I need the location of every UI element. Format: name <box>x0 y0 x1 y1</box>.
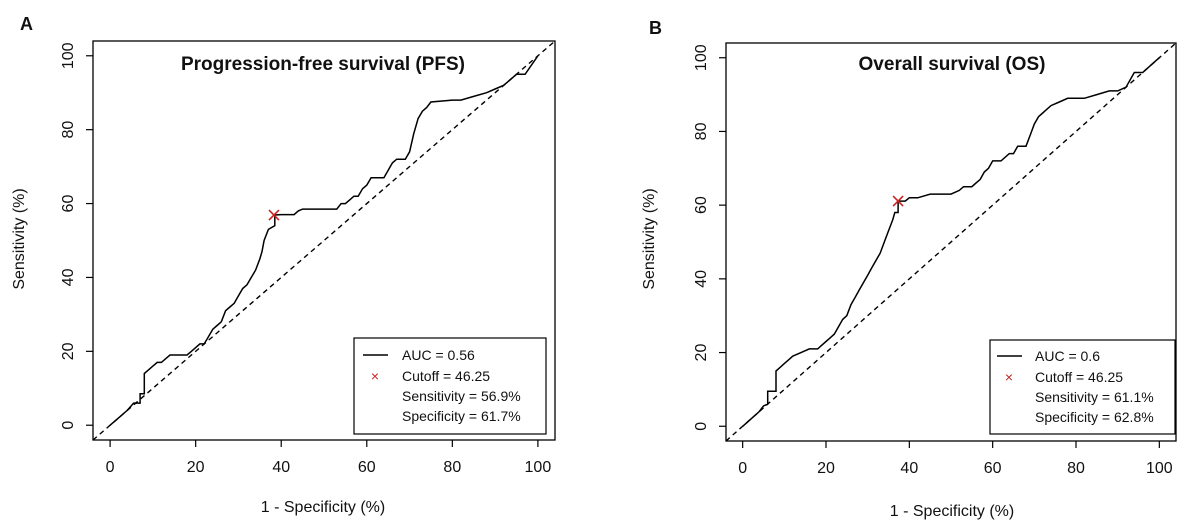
x-tick-label: 0 <box>106 459 115 476</box>
roc-chart-b: B 0 20 40 60 80 100 0 20 40 60 80 100 Overall surv… <box>641 18 1177 520</box>
y-tick-label: 40 <box>693 270 710 288</box>
y-tick-label: 60 <box>60 195 77 213</box>
chart-title: Overall survival (OS) <box>859 54 1046 75</box>
roc-curve-line <box>109 55 539 426</box>
legend-specificity-label: Specificity = 62.8% <box>1035 409 1154 425</box>
x-axis-label: 1 - Specificity (%) <box>261 499 385 516</box>
y-tick-label: 80 <box>60 121 77 139</box>
panel-letter: A <box>20 14 33 34</box>
legend-auc-label: AUC = 0.6 <box>1035 348 1100 364</box>
roc-chart-a: A 0 20 40 60 80 100 0 20 40 60 80 100 Progression-… <box>11 14 556 516</box>
cutoff-marker-stroke <box>892 195 904 207</box>
y-tick-label: 100 <box>60 42 77 69</box>
x-tick-label: 40 <box>272 459 290 476</box>
y-tick-label: 40 <box>60 268 77 286</box>
legend: AUC = 0.56 × Cutoff = 46.25 Sensitivity … <box>353 337 547 435</box>
legend-cutoff-label: Cutoff = 46.25 <box>1035 369 1123 385</box>
y-axis-label: Sensitivity (%) <box>641 188 658 289</box>
roc-curve-line <box>742 57 1160 427</box>
legend-cutoff-marker: × <box>371 368 379 384</box>
legend-cutoff-label: Cutoff = 46.25 <box>402 368 490 384</box>
legend-sensitivity-label: Sensitivity = 61.1% <box>1035 389 1154 405</box>
x-tick-label: 20 <box>187 459 205 476</box>
cutoff-marker <box>268 209 280 221</box>
x-axis-label: 1 - Specificity (%) <box>890 503 1014 520</box>
legend-sensitivity-label: Sensitivity = 56.9% <box>402 388 521 404</box>
y-tick-label: 20 <box>60 342 77 360</box>
y-tick-label: 80 <box>693 122 710 140</box>
x-tick-label: 60 <box>358 459 376 476</box>
x-tick-label: 100 <box>1146 460 1173 477</box>
legend-cutoff-marker: × <box>1005 369 1013 385</box>
panel-letter: B <box>649 18 662 38</box>
y-tick-label: 60 <box>693 196 710 214</box>
legend-specificity-label: Specificity = 61.7% <box>402 408 521 424</box>
legend: AUC = 0.6 × Cutoff = 46.25 Sensitivity =… <box>989 339 1176 435</box>
x-tick-label: 40 <box>900 460 918 477</box>
x-tick-label: 80 <box>443 459 461 476</box>
y-tick-label: 20 <box>693 344 710 362</box>
plot-frame <box>92 40 556 441</box>
legend-auc-label: AUC = 0.56 <box>402 347 475 363</box>
plot-frame <box>725 42 1177 442</box>
reference-diagonal-line <box>92 40 556 441</box>
cutoff-marker <box>892 195 904 207</box>
reference-diagonal-line <box>725 42 1177 442</box>
legend-box <box>353 337 547 435</box>
x-tick-label: 80 <box>1067 460 1085 477</box>
x-tick-label: 100 <box>525 459 552 476</box>
x-tick-label: 20 <box>817 460 835 477</box>
y-tick-label: 100 <box>693 44 710 71</box>
x-tick-label: 0 <box>738 460 747 477</box>
y-tick-label: 0 <box>60 421 77 430</box>
y-axis-label: Sensitivity (%) <box>11 188 28 289</box>
y-tick-label: 0 <box>693 422 710 431</box>
roc-panel-a: A 0 20 40 60 80 100 0 20 40 60 80 100 Progression-… <box>11 14 556 516</box>
roc-panel-b: B 0 20 40 60 80 100 0 20 40 60 80 100 Overall surv… <box>593 0 1186 525</box>
chart-title: Progression-free survival (PFS) <box>181 54 465 75</box>
x-tick-label: 60 <box>984 460 1002 477</box>
cutoff-marker-stroke <box>268 209 280 221</box>
